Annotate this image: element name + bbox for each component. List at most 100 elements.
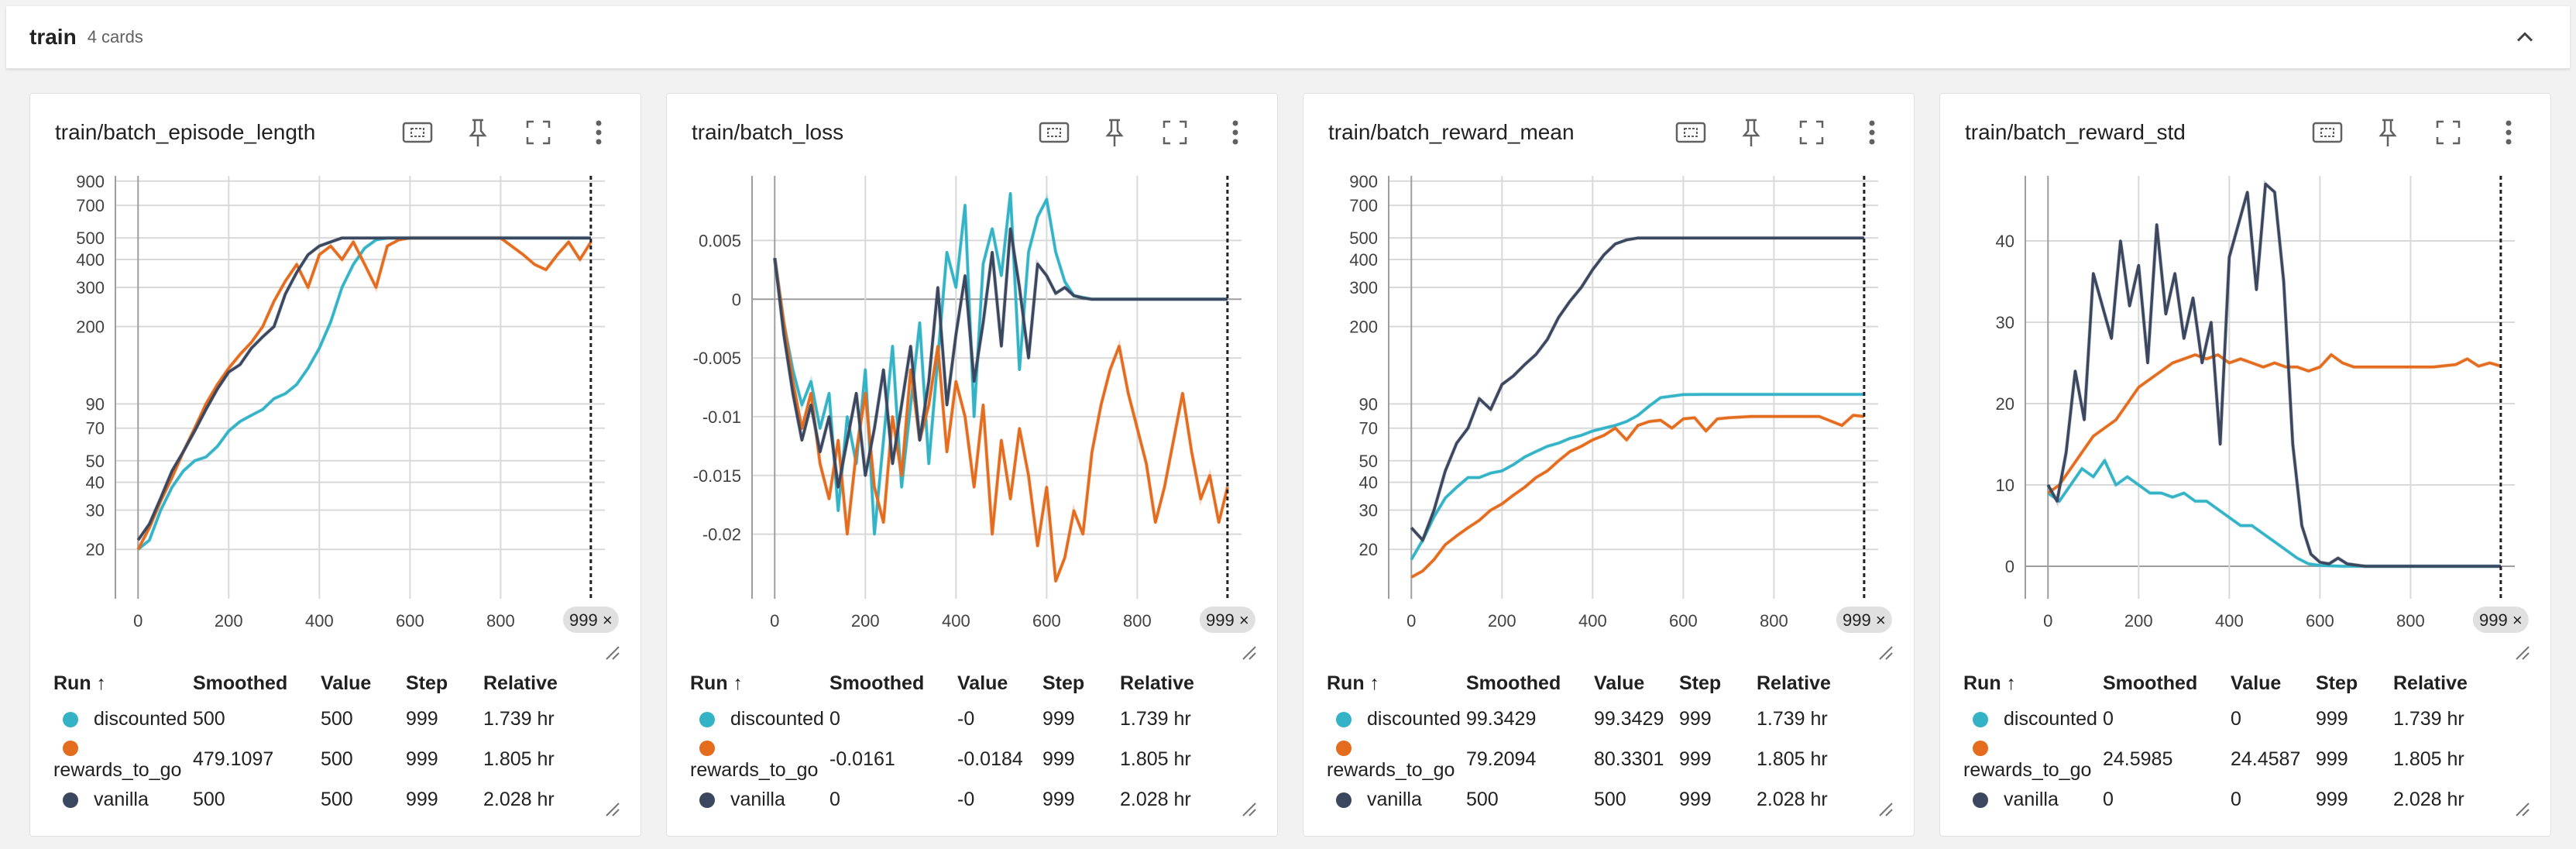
series-line-vanilla[interactable] — [1410, 236, 1864, 542]
line-chart[interactable]: 40 30 20 10 0 0 200 400 600 800 999 × — [1940, 165, 2552, 645]
run-relative: 2.028 hr — [2393, 788, 2464, 810]
run-row-rewards_to_go[interactable]: rewards_to_go -0.0161 -0.0184 999 1.805 hr — [690, 737, 1263, 782]
col-value[interactable]: Value — [2231, 672, 2282, 694]
fullscreen-button[interactable] — [1793, 114, 1830, 151]
table-resize-handle-icon[interactable] — [2513, 800, 2532, 819]
col-value[interactable]: Value — [957, 672, 1008, 694]
run-row-discounted[interactable]: discounted 500 500 999 1.739 hr — [53, 701, 627, 737]
run-row-discounted[interactable]: discounted 0 0 999 1.739 hr — [1963, 701, 2537, 737]
series-line-rewards_to_go[interactable] — [1410, 414, 1865, 579]
run-row-rewards_to_go[interactable]: rewards_to_go 79.2094 80.3301 999 1.805 hr — [1327, 737, 1900, 782]
chart-resize-handle-icon[interactable] — [2513, 644, 2532, 662]
step-cursor-chip[interactable] — [562, 607, 619, 633]
col-run[interactable]: Run ↑ — [53, 672, 107, 694]
run-color-dot[interactable] — [1973, 741, 1988, 757]
series-line-vanilla[interactable] — [136, 236, 591, 541]
col-step[interactable]: Step — [406, 672, 448, 694]
chart-resize-handle-icon[interactable] — [1877, 644, 1895, 662]
series-line-rewards_to_go[interactable] — [136, 236, 592, 551]
y-tick-label: 0.005 — [699, 231, 741, 250]
table-resize-handle-icon[interactable] — [1877, 800, 1895, 819]
series-line-discounted[interactable] — [1410, 393, 1864, 561]
series-line-rewards_to_go[interactable] — [773, 257, 1229, 583]
run-color-dot[interactable] — [1336, 792, 1352, 808]
run-row-vanilla[interactable]: vanilla 500 500 999 2.028 hr — [1327, 782, 1900, 817]
run-color-dot[interactable] — [699, 792, 715, 808]
col-run[interactable]: Run ↑ — [1963, 672, 2017, 694]
run-color-dot[interactable] — [1973, 711, 1988, 727]
step-cursor-chip[interactable] — [2472, 607, 2529, 633]
table-resize-handle-icon[interactable] — [603, 800, 622, 819]
fullscreen-button[interactable] — [1156, 114, 1194, 151]
col-step[interactable]: Step — [1042, 672, 1085, 694]
run-row-discounted[interactable]: discounted 0 -0 999 1.739 hr — [690, 701, 1263, 737]
fit-domain-button[interactable] — [1036, 114, 1073, 151]
series-line-vanilla[interactable] — [2046, 182, 2501, 568]
run-color-dot[interactable] — [699, 741, 715, 757]
series-line-discounted[interactable] — [773, 192, 1228, 536]
run-row-vanilla[interactable]: vanilla 0 -0 999 2.028 hr — [690, 782, 1263, 817]
run-color-dot[interactable] — [699, 711, 715, 727]
run-row-rewards_to_go[interactable]: rewards_to_go 24.5985 24.4587 999 1.805 hr — [1963, 737, 2537, 782]
pin-button[interactable] — [1733, 114, 1770, 151]
chart-resize-handle-icon[interactable] — [603, 644, 622, 662]
col-step[interactable]: Step — [2316, 672, 2358, 694]
series-line-vanilla[interactable] — [773, 227, 1228, 489]
col-relative[interactable]: Relative — [2393, 672, 2468, 694]
col-relative[interactable]: Relative — [1757, 672, 1831, 694]
run-row-vanilla[interactable]: vanilla 0 0 999 2.028 hr — [1963, 782, 2537, 817]
more-options-button[interactable] — [2490, 114, 2527, 151]
col-value[interactable]: Value — [321, 672, 372, 694]
fit-domain-button[interactable] — [399, 114, 436, 151]
more-options-button[interactable] — [1853, 114, 1891, 151]
col-relative[interactable]: Relative — [483, 672, 558, 694]
run-smoothed: 79.2094 — [1466, 748, 1537, 770]
run-color-dot[interactable] — [63, 711, 78, 727]
run-color-dot[interactable] — [1336, 741, 1352, 757]
run-smoothed: 0 — [829, 788, 840, 810]
run-relative: 1.739 hr — [483, 707, 555, 730]
pin-button[interactable] — [2369, 114, 2406, 151]
run-cell: discounted — [53, 701, 193, 737]
col-relative[interactable]: Relative — [1120, 672, 1194, 694]
series-line-discounted[interactable] — [137, 236, 591, 551]
run-row-discounted[interactable]: discounted 99.3429 99.3429 999 1.739 hr — [1327, 701, 1900, 737]
run-color-dot[interactable] — [63, 792, 78, 808]
run-color-dot[interactable] — [63, 741, 78, 757]
pin-button[interactable] — [459, 114, 496, 151]
col-smoothed[interactable]: Smoothed — [1466, 672, 1561, 694]
col-run[interactable]: Run ↑ — [1327, 672, 1380, 694]
line-chart[interactable]: 0.005 0 -0.005 -0.01 -0.015 -0.02 0 200 400 600 80… — [667, 165, 1279, 645]
run-row-vanilla[interactable]: vanilla 500 500 999 2.028 hr — [53, 782, 627, 817]
run-row-rewards_to_go[interactable]: rewards_to_go 479.1097 500 999 1.805 hr — [53, 737, 627, 782]
chart-resize-handle-icon[interactable] — [1240, 644, 1259, 662]
series-line-discounted[interactable] — [2047, 459, 2501, 568]
more-options-button[interactable] — [1217, 114, 1254, 151]
run-cell: vanilla — [1327, 782, 1466, 817]
col-step[interactable]: Step — [1679, 672, 1722, 694]
fullscreen-button[interactable] — [2430, 114, 2467, 151]
more-options-button[interactable] — [580, 114, 617, 151]
fit-domain-button[interactable] — [2309, 114, 2346, 151]
col-value[interactable]: Value — [1594, 672, 1645, 694]
col-smoothed[interactable]: Smoothed — [829, 672, 925, 694]
fullscreen-button[interactable] — [520, 114, 557, 151]
col-run[interactable]: Run ↑ — [690, 672, 744, 694]
series-line-rewards_to_go[interactable] — [2047, 353, 2502, 494]
run-smoothed: 99.3429 — [1466, 707, 1537, 730]
step-cursor-chip[interactable] — [1199, 607, 1255, 633]
run-color-dot[interactable] — [1336, 711, 1352, 727]
run-color-dot[interactable] — [1973, 792, 1988, 808]
col-smoothed[interactable]: Smoothed — [2103, 672, 2198, 694]
collapse-section-button[interactable] — [2511, 23, 2539, 51]
step-cursor-chip[interactable] — [1836, 607, 1892, 633]
pin-button[interactable] — [1096, 114, 1133, 151]
table-resize-handle-icon[interactable] — [1240, 800, 1259, 819]
x-tick-label: 800 — [486, 611, 515, 631]
col-smoothed[interactable]: Smoothed — [193, 672, 288, 694]
fit-domain-button[interactable] — [1672, 114, 1709, 151]
run-value: -0 — [957, 707, 975, 730]
raw-line-rewards_to_go — [136, 235, 593, 551]
